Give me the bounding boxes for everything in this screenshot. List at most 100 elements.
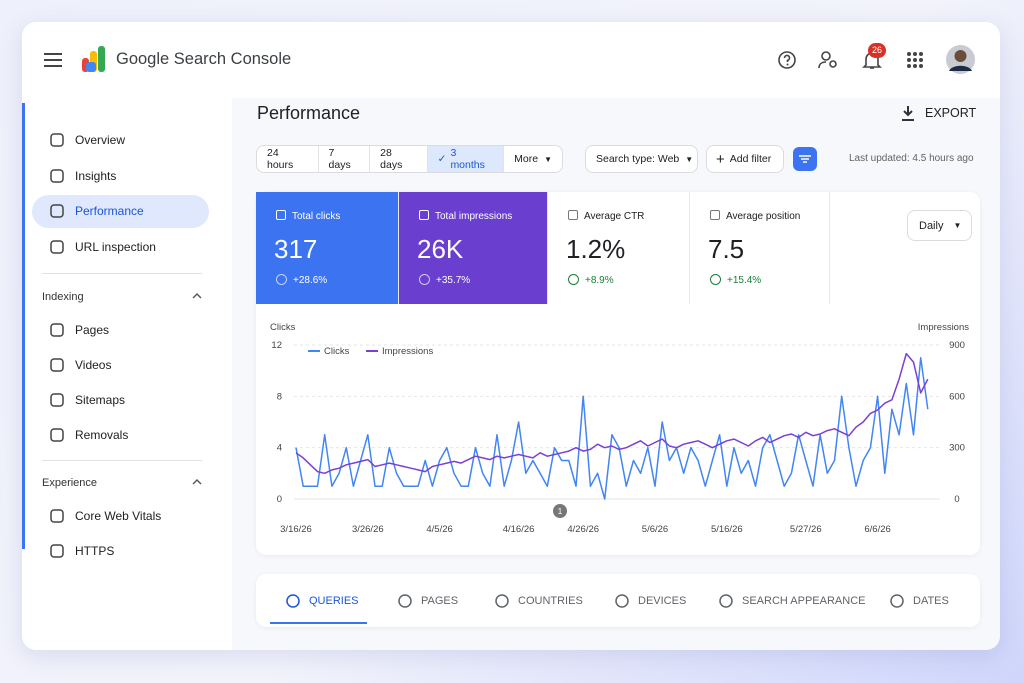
- legend-label: Impressions: [382, 346, 433, 357]
- page-title: Performance: [257, 103, 361, 123]
- nav-icon: [50, 323, 64, 337]
- change-text: +8.9%: [585, 275, 614, 286]
- nav-icon: [50, 428, 64, 442]
- metric-card[interactable]: Total impressions 26K +35.7%: [399, 192, 548, 304]
- change-text: +15.4%: [727, 275, 762, 286]
- metric-card[interactable]: Average CTR 1.2% +8.9%: [548, 192, 690, 304]
- add-filter-button[interactable]: + Add filter: [706, 145, 784, 173]
- metric-label: Average CTR: [568, 210, 644, 222]
- help-icon[interactable]: [777, 50, 797, 70]
- date-range[interactable]: 28 days: [370, 146, 428, 172]
- metric-label-text: Total clicks: [292, 211, 341, 222]
- date-range[interactable]: 24 hours: [257, 146, 319, 172]
- change-icon: [710, 274, 721, 285]
- nav-item[interactable]: URL inspection: [49, 239, 156, 255]
- filter-options-button[interactable]: [793, 147, 817, 171]
- x-tick-label: 3/26/26: [352, 524, 384, 535]
- tab[interactable]: PAGES: [397, 593, 458, 609]
- nav-item[interactable]: Core Web Vitals: [49, 508, 161, 524]
- date-range-selected[interactable]: ✓ 3 months: [427, 146, 505, 172]
- nav-icon: [50, 204, 64, 218]
- nav-icon: [50, 358, 64, 372]
- nav-label: URL inspection: [75, 240, 156, 254]
- apps-icon[interactable]: [907, 52, 923, 68]
- nav-icon: [50, 169, 64, 183]
- tab-indicator: [270, 622, 367, 624]
- date-range-selector: 24 hours 7 days 28 days ✓ 3 months More ▼: [256, 145, 563, 173]
- nav-item[interactable]: Performance: [49, 203, 144, 219]
- notification-badge: 26: [868, 43, 886, 58]
- change-icon: [419, 274, 430, 285]
- metric-value: 7.5: [708, 234, 745, 264]
- tab[interactable]: QUERIES: [285, 593, 359, 609]
- date-range-more[interactable]: More ▼: [514, 153, 552, 165]
- nav-item[interactable]: HTTPS: [49, 543, 114, 559]
- metric-label-text: Total impressions: [435, 211, 513, 222]
- change-text: +35.7%: [436, 275, 471, 286]
- users-icon[interactable]: [818, 50, 840, 70]
- section-title: Experience: [42, 477, 98, 489]
- date-range[interactable]: 7 days: [319, 146, 371, 172]
- tab[interactable]: DATES: [889, 593, 949, 609]
- tab-bar: [256, 574, 980, 627]
- nav-item[interactable]: Overview: [49, 132, 125, 148]
- nav-icon: [50, 133, 64, 147]
- tab-label: DATES: [913, 595, 949, 607]
- tab-icon: [495, 594, 509, 608]
- nav-label: Insights: [75, 169, 117, 183]
- download-icon: [902, 106, 914, 121]
- metric-value: 26K: [417, 234, 464, 264]
- x-tick-label: 5/16/26: [711, 524, 743, 535]
- nav-label: Core Web Vitals: [75, 509, 162, 523]
- export-button[interactable]: EXPORT: [925, 106, 977, 120]
- tab-icon: [615, 594, 629, 608]
- x-tick-label: 6/6/26: [864, 524, 890, 535]
- nav-icon: [50, 509, 64, 523]
- legend-label: Clicks: [324, 346, 350, 357]
- nav-label: Removals: [75, 428, 129, 442]
- y-tick-label: 4: [277, 443, 282, 454]
- tab-icon: [286, 594, 300, 608]
- y-axis-title: Clicks: [270, 322, 296, 333]
- nav-icon: [50, 393, 64, 407]
- x-tick-label: 4/5/26: [426, 524, 452, 535]
- nav-item[interactable]: Insights: [49, 168, 116, 184]
- tab[interactable]: SEARCH APPEARANCE: [718, 593, 865, 609]
- tab-icon: [719, 594, 733, 608]
- tab-icon: [890, 594, 904, 608]
- metric-change: +35.7%: [419, 274, 470, 286]
- annotation-label: 1: [558, 506, 563, 516]
- tab-icon: [398, 594, 412, 608]
- nav-label: Pages: [75, 323, 110, 337]
- y2-tick-label: 300: [949, 443, 965, 454]
- y2-tick-label: 900: [949, 340, 965, 351]
- y-tick-label: 8: [277, 391, 282, 402]
- tab[interactable]: COUNTRIES: [494, 593, 583, 609]
- metric-label: Total clicks: [276, 210, 340, 222]
- annotation-marker: [553, 504, 567, 518]
- search-type-filter[interactable]: Search type: Web ▼: [585, 145, 698, 173]
- metric-card[interactable]: Average position 7.5 +15.4%: [690, 192, 830, 304]
- nav-item[interactable]: Pages: [49, 322, 109, 338]
- nav-icon: [50, 544, 64, 558]
- metric-card[interactable]: Total clicks 317 +28.6%: [256, 192, 399, 304]
- add-filter-label: Add filter: [729, 153, 772, 165]
- nav-item[interactable]: Removals: [49, 427, 128, 443]
- nav-label: Performance: [75, 204, 144, 218]
- tab[interactable]: DEVICES: [614, 593, 686, 609]
- last-updated: Last updated: 4.5 hours ago: [849, 153, 974, 164]
- menu-icon[interactable]: [44, 52, 62, 68]
- nav-item[interactable]: Sitemaps: [49, 392, 125, 408]
- nav-item[interactable]: Videos: [49, 357, 111, 373]
- collapse-icon[interactable]: [192, 478, 202, 486]
- granularity-dropdown[interactable]: Daily ▼: [907, 210, 972, 241]
- collapse-icon[interactable]: [192, 292, 202, 300]
- metric-label: Total impressions: [419, 210, 512, 222]
- avatar[interactable]: [946, 45, 975, 74]
- tab-label: PAGES: [421, 595, 459, 607]
- y-tick-label: 12: [271, 340, 282, 351]
- series-line: [295, 357, 929, 500]
- checkbox: [419, 210, 429, 220]
- y2-axis-title: Impressions: [918, 322, 969, 333]
